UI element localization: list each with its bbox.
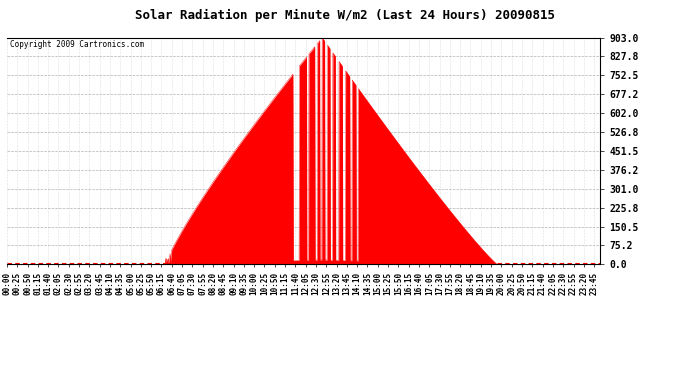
Text: Solar Radiation per Minute W/m2 (Last 24 Hours) 20090815: Solar Radiation per Minute W/m2 (Last 24… — [135, 9, 555, 22]
Text: Copyright 2009 Cartronics.com: Copyright 2009 Cartronics.com — [10, 40, 144, 49]
